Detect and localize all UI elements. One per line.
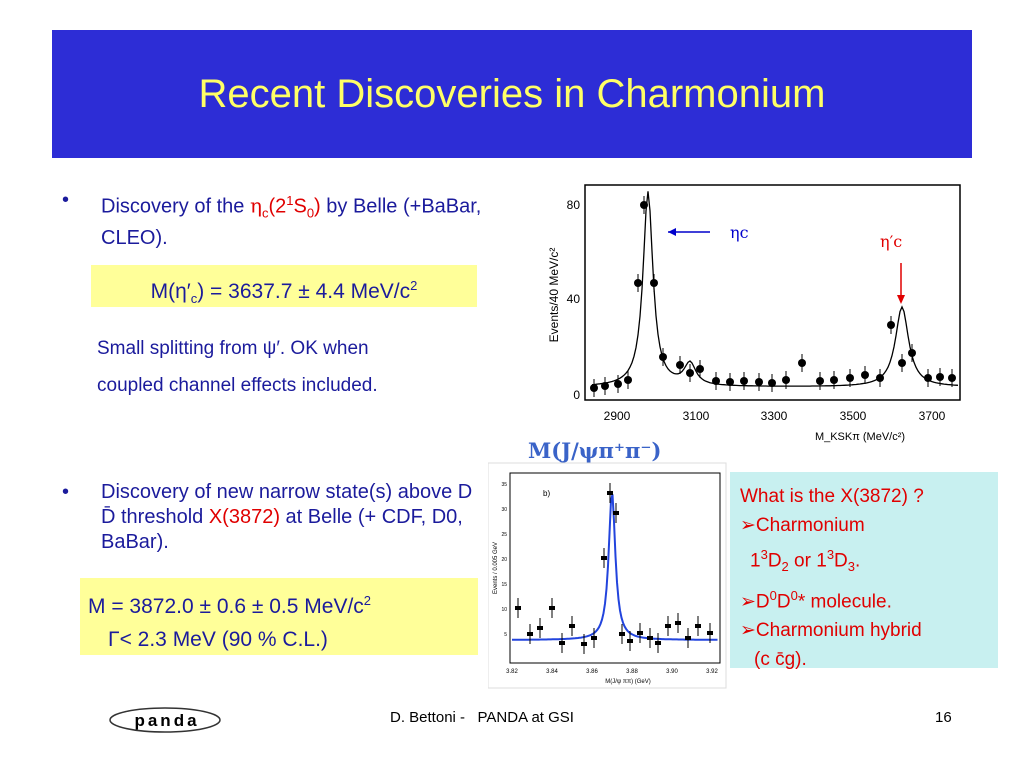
plot-frame xyxy=(509,472,721,664)
arrow-head xyxy=(897,295,905,304)
text: c xyxy=(261,205,269,221)
tick-label: 10 xyxy=(501,607,507,613)
bullet-text: Discovery of the ηc(21S0) by Belle (+BaB… xyxy=(101,188,491,251)
tick-label: 35 xyxy=(501,482,507,488)
text: or 1 xyxy=(788,550,827,572)
tick-label: 80 xyxy=(567,198,581,212)
text: 2 xyxy=(410,278,418,293)
figure-1: 0 40 80 2900 3100 3300 3500 3700 Events/… xyxy=(547,184,961,443)
axis-label: Events/40 MeV/c² xyxy=(547,248,561,343)
annotation: η′c xyxy=(880,232,902,251)
text: η xyxy=(249,193,262,218)
logo: panda xyxy=(109,707,221,733)
tick-label: 3.84 xyxy=(546,669,558,675)
tick-label: 3.88 xyxy=(626,669,638,675)
result-box: M(η′c) = 3637.7 ± 4.4 MeV/c2 xyxy=(91,265,477,307)
text: by Belle (+BaBar, CLEO). xyxy=(101,195,482,249)
text: (c c̄g). xyxy=(754,649,807,671)
panel-label: b) xyxy=(543,489,550,498)
bullet-text: Discovery of new narrow state(s) above D… xyxy=(101,480,481,555)
text: D xyxy=(834,550,848,572)
text: (2 xyxy=(268,195,287,218)
plot-frame xyxy=(584,184,961,401)
text: D xyxy=(767,550,782,572)
data-points xyxy=(590,196,956,397)
page-number: 16 xyxy=(935,709,952,726)
note: Small splitting from ψ′. OK when coupled… xyxy=(97,330,378,404)
text: . xyxy=(855,550,861,572)
tick-label: 3700 xyxy=(919,409,946,423)
text: D xyxy=(776,591,791,613)
bullet-dot: • xyxy=(62,189,70,211)
text: 2 xyxy=(363,593,372,608)
fit-curve xyxy=(591,191,959,387)
figure-2: M(J/ψπ⁺π⁻) b) 35 30 25 20 15 10 5 3.82 3.84 3.86… xyxy=(488,438,727,689)
text: Γ< 2.3 MeV (90 % C.L.) xyxy=(108,628,328,651)
text: M = 3872.0 ± 0.6 ± 0.5 MeV/c xyxy=(88,595,364,618)
tick-label: 0 xyxy=(573,388,580,402)
tick-label: 20 xyxy=(501,557,507,563)
text: c xyxy=(190,291,198,307)
text: Discovery of new narrow state(s) above D… xyxy=(101,481,473,528)
bullet-dot: • xyxy=(62,481,70,503)
text: Small splitting from ψ′. OK when xyxy=(97,338,369,359)
tick-label: 30 xyxy=(501,507,507,513)
axis-label: M(J/ψ ππ) (GeV) xyxy=(605,679,651,685)
text: Discovery of the xyxy=(101,195,250,218)
tick-label: 3100 xyxy=(683,409,710,423)
text: ) = 3637.7 ± 4.4 MeV/c xyxy=(197,280,411,303)
axis-label: Events / 0.005 GeV xyxy=(493,542,499,594)
text: 1 xyxy=(286,193,294,208)
text: 0 xyxy=(790,588,798,604)
tick-label: 15 xyxy=(501,582,507,588)
tick-label: 3.82 xyxy=(506,669,518,675)
result-box: M = 3872.0 ± 0.6 ± 0.5 MeV/c2 Γ< 2.3 MeV… xyxy=(80,578,478,655)
tick-label: 3500 xyxy=(840,409,867,423)
tick-label: 40 xyxy=(567,292,581,306)
text: 3 xyxy=(760,547,768,562)
axis-label: M_KSKπ (MeV/c²) xyxy=(815,431,905,443)
tick-label: 25 xyxy=(501,532,507,538)
text: 1 xyxy=(750,550,761,572)
figure-title: M(J/ψπ⁺π⁻) xyxy=(528,438,661,463)
tick-label: 3.90 xyxy=(666,669,678,675)
logo-text: panda xyxy=(134,711,199,730)
text: at Belle (+ CDF, D0, BaBar). xyxy=(101,506,463,553)
text: X(3872) xyxy=(208,506,280,528)
text: coupled channel effects included. xyxy=(97,375,378,396)
text: ) xyxy=(314,195,321,218)
tick-label: 2900 xyxy=(604,409,631,423)
text: ➢Charmonium hybrid xyxy=(740,620,922,642)
text: S xyxy=(293,195,307,218)
text: ➢D xyxy=(740,591,770,613)
text: 3 xyxy=(826,547,835,562)
footer-text: D. Bettoni - PANDA at GSI xyxy=(390,709,574,726)
text: 2 xyxy=(781,559,789,575)
text: 3 xyxy=(847,559,856,575)
title: Recent Discoveries in Charmonium xyxy=(52,30,972,158)
annotation: ηc xyxy=(730,223,749,242)
data-points xyxy=(515,483,713,654)
text: 0 xyxy=(306,205,315,221)
text: ➢Charmonium xyxy=(740,515,865,536)
text: M(η′ xyxy=(150,280,191,303)
text: What is the X(3872) ? xyxy=(740,486,924,507)
tick-label: 3.86 xyxy=(586,669,598,675)
tick-label: 3300 xyxy=(761,409,788,423)
tick-label: 3.92 xyxy=(706,669,718,675)
text: 0 xyxy=(769,588,777,604)
logo-ring xyxy=(109,707,221,733)
tick-label: 5 xyxy=(504,632,507,638)
fit-curve xyxy=(512,494,718,641)
text: * molecule. xyxy=(797,591,892,613)
arrow-head xyxy=(668,228,676,236)
question-box: What is the X(3872) ? ➢Charmonium 13D2 o… xyxy=(730,472,998,670)
